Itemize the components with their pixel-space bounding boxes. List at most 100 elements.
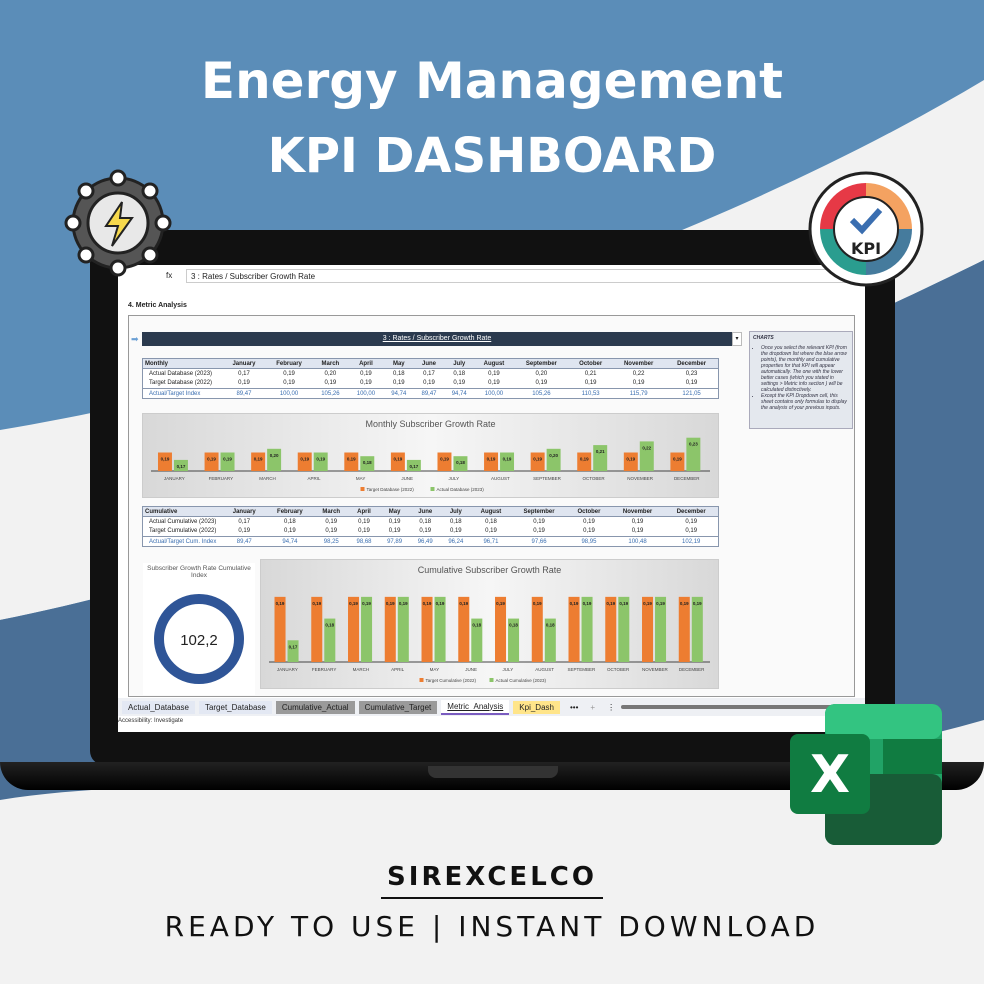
bar bbox=[421, 596, 433, 662]
cell-value: 94,74 bbox=[266, 536, 314, 547]
cell-value: 0,19 bbox=[358, 518, 370, 525]
bar bbox=[344, 452, 359, 471]
data-label: 0,19 bbox=[496, 601, 505, 606]
bar bbox=[313, 452, 328, 471]
month-header: February bbox=[265, 358, 313, 369]
month-header: June bbox=[409, 506, 441, 517]
horizontal-scrollbar[interactable] bbox=[621, 705, 861, 709]
bar bbox=[311, 596, 323, 662]
tab-kpi-dash[interactable]: Kpi_Dash bbox=[513, 700, 560, 714]
table-row: Actual/Target Cum. Index 89,47 94,74 98,25 9… bbox=[142, 536, 719, 547]
cell-value: 97,66 bbox=[510, 536, 568, 547]
cell-value: 0,20 bbox=[324, 370, 337, 377]
tick-label: JUNE bbox=[465, 667, 477, 672]
bar bbox=[287, 640, 299, 662]
data-label: 0,19 bbox=[487, 457, 496, 462]
data-label: 0,20 bbox=[270, 453, 279, 458]
month-header: April bbox=[348, 358, 384, 369]
month-header: February bbox=[266, 506, 314, 517]
cell-value: 121,05 bbox=[665, 388, 719, 399]
brand-underline bbox=[381, 897, 603, 899]
banner-title-line1: Energy Management bbox=[200, 52, 784, 110]
tick-label: SEPTEMBER bbox=[533, 476, 562, 481]
data-label: 0,19 bbox=[656, 601, 665, 606]
cell-value: 0,19 bbox=[533, 518, 545, 525]
bar bbox=[678, 596, 690, 662]
cell-value: 0,19 bbox=[453, 380, 466, 387]
legend-label: Actual Database (2023) bbox=[437, 487, 485, 492]
more-tabs-icon[interactable]: ••• bbox=[569, 702, 579, 712]
bar bbox=[437, 452, 452, 471]
bar bbox=[471, 618, 483, 662]
tick-label: JULY bbox=[503, 667, 514, 672]
data-label: 0,19 bbox=[580, 457, 589, 462]
cell-value: 0,19 bbox=[324, 380, 337, 387]
chevron-down-icon[interactable]: ▾ bbox=[732, 332, 742, 346]
tick-label: MARCH bbox=[259, 476, 276, 481]
data-label: 0,19 bbox=[362, 601, 371, 606]
cell-value: 89,47 bbox=[222, 536, 266, 547]
cell-value: 102,19 bbox=[664, 536, 719, 547]
bar bbox=[390, 452, 405, 471]
cell-value: 0,19 bbox=[325, 528, 338, 535]
cell-value: 0,19 bbox=[238, 528, 251, 535]
cell-value: 0,23 bbox=[685, 370, 698, 377]
data-label: 0,21 bbox=[596, 449, 605, 454]
kpi-dropdown[interactable]: 3 : Rates / Subscriber Growth Rate bbox=[142, 332, 732, 346]
bar bbox=[495, 596, 507, 662]
formula-bar[interactable]: 3 : Rates / Subscriber Growth Rate bbox=[186, 269, 865, 283]
cell-value: 0,17 bbox=[423, 370, 435, 377]
data-label: 0,18 bbox=[363, 460, 372, 465]
cell-value: 0,19 bbox=[583, 518, 595, 525]
gear-lightning-icon bbox=[64, 169, 172, 277]
tab-actual-database[interactable]: Actual_Database bbox=[122, 700, 195, 714]
tick-label: NOVEMBER bbox=[642, 667, 669, 672]
bar bbox=[297, 452, 312, 471]
cell-value: 0,19 bbox=[423, 380, 435, 387]
table-row: Actual/Target Index 89,47 100,00 105,26 100,… bbox=[142, 388, 719, 399]
bar bbox=[623, 452, 638, 471]
tick-label: DECEMBER bbox=[674, 476, 700, 481]
bar bbox=[453, 456, 468, 471]
data-label: 0,19 bbox=[626, 457, 635, 462]
data-label: 0,19 bbox=[533, 457, 542, 462]
excel-window: fx 3 : Rates / Subscriber Growth Rate 4.… bbox=[118, 265, 865, 732]
arrow-right-icon: ➡ bbox=[131, 334, 139, 344]
data-label: 0,19 bbox=[276, 601, 285, 606]
tagline: READY TO USE | INSTANT DOWNLOAD bbox=[164, 910, 820, 943]
tick-label: FEBRUARY bbox=[209, 476, 233, 481]
donut-chart: 102,2 bbox=[154, 594, 244, 684]
tab-cumulative-target[interactable]: Cumulative_Target bbox=[358, 700, 438, 714]
options-icon[interactable]: ⋮ bbox=[607, 702, 616, 712]
note-item: Once you select the relevant KPI (from t… bbox=[761, 345, 849, 393]
bar bbox=[639, 441, 654, 471]
cell-value: 0,19 bbox=[584, 380, 597, 387]
cell-value: 89,47 bbox=[413, 388, 445, 399]
bar bbox=[670, 452, 685, 471]
bar bbox=[406, 459, 421, 471]
month-header: August bbox=[471, 506, 511, 517]
row-label: Actual Cumulative (2023) bbox=[149, 518, 217, 525]
cell-value: 98,25 bbox=[313, 536, 349, 547]
bar bbox=[642, 596, 654, 662]
data-label: 0,19 bbox=[673, 457, 682, 462]
cell-value: 0,18 bbox=[392, 370, 405, 377]
cell-value: 0,17 bbox=[238, 518, 251, 525]
monthly-table: Monthly January February March April May June J… bbox=[142, 358, 719, 399]
fx-icon: fx bbox=[166, 271, 173, 280]
tab-metric-analysis[interactable]: Metric_Analysis bbox=[441, 699, 510, 715]
cell-value: 0,19 bbox=[488, 370, 500, 377]
table-row: Target Cumulative (2022) 0,19 0,19 0,19 0,19… bbox=[143, 527, 719, 537]
data-label: 0,19 bbox=[533, 601, 542, 606]
data-label: 0,17 bbox=[177, 464, 186, 469]
cell-value: 0,19 bbox=[360, 380, 372, 387]
tick-label: APRIL bbox=[391, 667, 405, 672]
cell-value: 0,18 bbox=[485, 518, 497, 525]
tab-cumulative-actual[interactable]: Cumulative_Actual bbox=[275, 700, 355, 714]
tick-label: JANUARY bbox=[277, 667, 298, 672]
month-header: May bbox=[379, 506, 410, 517]
add-sheet-icon[interactable]: + bbox=[590, 702, 596, 712]
tick-label: JULY bbox=[448, 476, 459, 481]
tab-target-database[interactable]: Target_Database bbox=[198, 700, 272, 714]
bar bbox=[686, 437, 701, 471]
